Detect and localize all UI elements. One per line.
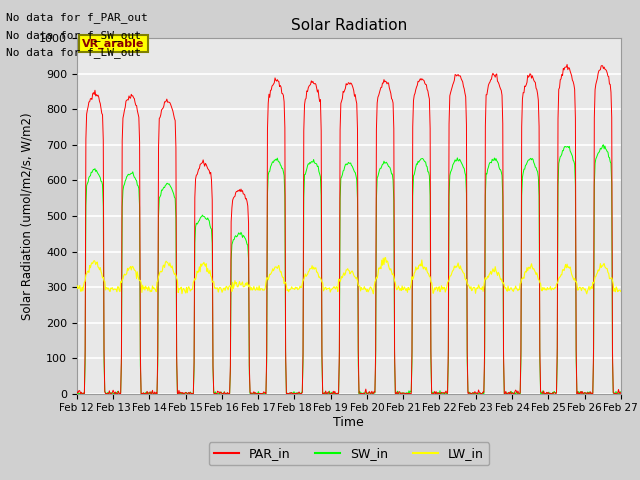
Line: SW_in: SW_in: [77, 145, 621, 394]
PAR_in: [223, 390, 231, 396]
LW_in: [381, 255, 389, 261]
SW_in: [83, 183, 90, 189]
LW_in: [73, 286, 81, 292]
Y-axis label: Solar Radiation (umol/m2/s, W/m2): Solar Radiation (umol/m2/s, W/m2): [20, 112, 33, 320]
LW_in: [617, 288, 625, 294]
Line: PAR_in: PAR_in: [77, 64, 621, 394]
LW_in: [194, 270, 202, 276]
LW_in: [431, 287, 439, 292]
LW_in: [416, 263, 424, 268]
LW_in: [83, 271, 90, 277]
Text: No data for f_LW_out: No data for f_LW_out: [6, 48, 141, 59]
LW_in: [583, 291, 591, 297]
Line: LW_in: LW_in: [77, 258, 621, 294]
SW_in: [431, 389, 438, 395]
SW_in: [223, 391, 230, 396]
SW_in: [415, 159, 422, 165]
SW_in: [73, 391, 81, 396]
LW_in: [223, 283, 230, 289]
Title: Solar Radiation: Solar Radiation: [291, 18, 407, 33]
LW_in: [139, 282, 147, 288]
PAR_in: [431, 391, 439, 396]
PAR_in: [195, 166, 202, 172]
Text: No data for f_PAR_out: No data for f_PAR_out: [6, 12, 148, 23]
PAR_in: [140, 390, 147, 396]
PAR_in: [73, 388, 81, 394]
PAR_in: [84, 107, 92, 113]
Text: No data for f_SW_out: No data for f_SW_out: [6, 30, 141, 41]
X-axis label: Time: Time: [333, 416, 364, 429]
SW_in: [600, 142, 607, 148]
PAR_in: [617, 391, 625, 396]
Legend: PAR_in, SW_in, LW_in: PAR_in, SW_in, LW_in: [209, 443, 489, 466]
PAR_in: [416, 77, 424, 83]
SW_in: [194, 220, 202, 226]
PAR_in: [563, 61, 571, 67]
PAR_in: [77, 391, 84, 396]
SW_in: [617, 389, 625, 395]
Text: VR_arable: VR_arable: [82, 38, 145, 48]
SW_in: [139, 391, 147, 396]
